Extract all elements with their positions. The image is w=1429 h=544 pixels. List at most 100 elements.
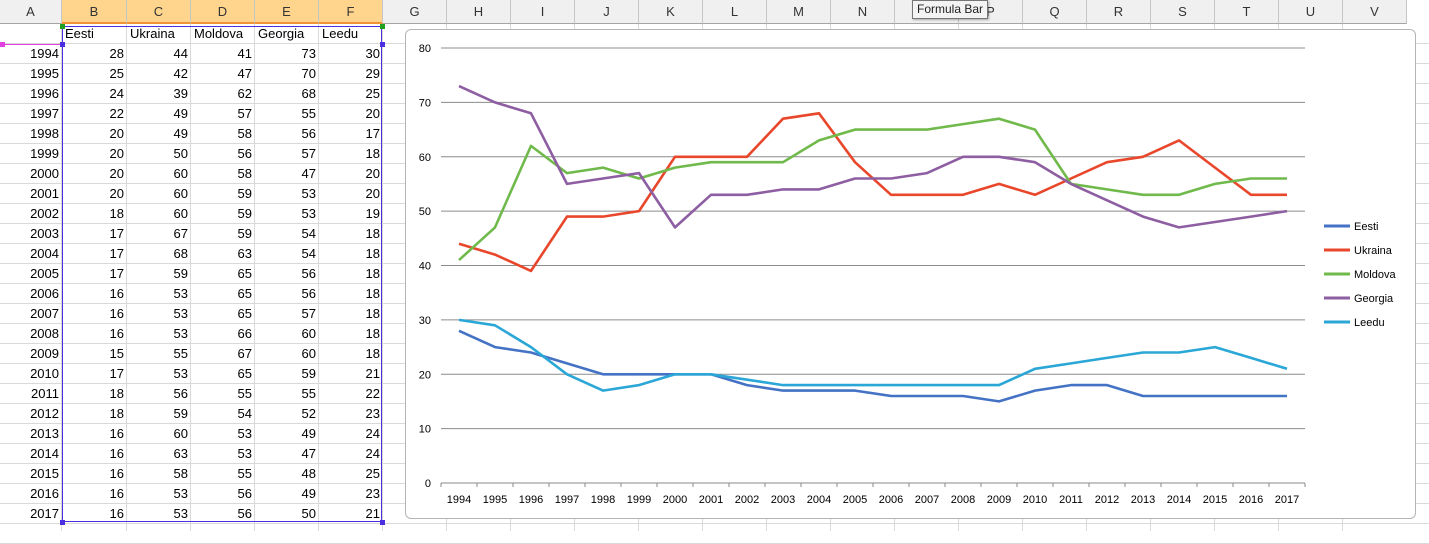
table-cell[interactable]: 53 — [237, 446, 252, 461]
table-cell[interactable]: 49 — [173, 126, 188, 141]
table-cell[interactable]: 24 — [365, 426, 380, 441]
table-header-cell[interactable]: Leedu — [322, 26, 359, 41]
table-cell[interactable]: 53 — [173, 306, 188, 321]
table-cell[interactable]: 53 — [173, 326, 188, 341]
table-cell[interactable]: 62 — [237, 86, 252, 101]
table-cell[interactable]: 18 — [365, 286, 380, 301]
table-cell[interactable]: 23 — [365, 486, 380, 501]
table-header-cell[interactable]: Georgia — [258, 26, 305, 41]
table-cell[interactable]: 56 — [173, 386, 188, 401]
column-header-J[interactable]: J — [575, 0, 639, 24]
table-cell[interactable]: 67 — [173, 226, 188, 241]
table-cell[interactable]: 57 — [237, 106, 252, 121]
year-cell[interactable]: 2002 — [30, 206, 59, 221]
column-header-M[interactable]: M — [767, 0, 831, 24]
table-cell[interactable]: 18 — [109, 406, 124, 421]
table-cell[interactable]: 52 — [301, 406, 316, 421]
table-cell[interactable]: 59 — [173, 406, 188, 421]
table-cell[interactable]: 56 — [237, 486, 252, 501]
column-header-K[interactable]: K — [639, 0, 703, 24]
table-cell[interactable]: 39 — [173, 86, 188, 101]
table-cell[interactable]: 19 — [365, 206, 380, 221]
table-cell[interactable]: 56 — [237, 506, 252, 521]
table-cell[interactable]: 63 — [237, 246, 252, 261]
column-header-R[interactable]: R — [1087, 0, 1151, 24]
table-cell[interactable]: 16 — [109, 466, 124, 481]
table-cell[interactable]: 20 — [365, 106, 380, 121]
column-header-S[interactable]: S — [1151, 0, 1215, 24]
series-line-ukraina[interactable] — [458, 112, 1287, 273]
column-header-B[interactable]: B — [62, 0, 127, 24]
series-line-georgia[interactable] — [458, 84, 1288, 229]
table-cell[interactable]: 55 — [301, 386, 316, 401]
table-cell[interactable]: 60 — [173, 166, 188, 181]
year-cell[interactable]: 2001 — [30, 186, 59, 201]
year-cell[interactable]: 2008 — [30, 326, 59, 341]
year-cell[interactable]: 2010 — [30, 366, 59, 381]
column-header-E[interactable]: E — [255, 0, 319, 24]
table-cell[interactable]: 68 — [173, 246, 188, 261]
year-cell[interactable]: 1994 — [30, 46, 59, 61]
table-cell[interactable]: 58 — [237, 166, 252, 181]
table-cell[interactable]: 53 — [173, 506, 188, 521]
data-range-handle-tr[interactable] — [380, 42, 385, 47]
table-cell[interactable]: 16 — [109, 506, 124, 521]
column-header-G[interactable]: G — [383, 0, 447, 24]
column-header-T[interactable]: T — [1215, 0, 1279, 24]
year-cell[interactable]: 2009 — [30, 346, 59, 361]
year-cell[interactable]: 2014 — [30, 446, 59, 461]
table-cell[interactable]: 17 — [109, 366, 124, 381]
table-cell[interactable]: 53 — [237, 426, 252, 441]
table-cell[interactable]: 63 — [173, 446, 188, 461]
line-chart[interactable]: 0 10 20 30 40 50 60 70 80 1994 1995 1996 1997 1998 199… — [405, 29, 1416, 519]
data-range-handle-br[interactable] — [380, 520, 385, 525]
table-cell[interactable]: 24 — [109, 86, 124, 101]
table-cell[interactable]: 20 — [109, 146, 124, 161]
table-cell[interactable]: 21 — [365, 506, 380, 521]
series-range-handle-tr[interactable] — [380, 24, 385, 29]
table-cell[interactable]: 55 — [237, 466, 252, 481]
year-cell[interactable]: 2006 — [30, 286, 59, 301]
table-cell[interactable]: 53 — [173, 366, 188, 381]
table-cell[interactable]: 48 — [301, 466, 316, 481]
year-cell[interactable]: 1996 — [30, 86, 59, 101]
year-cell[interactable]: 2007 — [30, 306, 59, 321]
column-header-L[interactable]: L — [703, 0, 767, 24]
year-cell[interactable]: 2017 — [30, 506, 59, 521]
table-cell[interactable]: 57 — [301, 146, 316, 161]
table-cell[interactable]: 58 — [237, 126, 252, 141]
table-cell[interactable]: 20 — [365, 166, 380, 181]
table-cell[interactable]: 65 — [237, 286, 252, 301]
table-cell[interactable]: 17 — [109, 266, 124, 281]
table-cell[interactable]: 49 — [301, 486, 316, 501]
table-cell[interactable]: 17 — [109, 226, 124, 241]
table-header-cell[interactable]: Moldova — [194, 26, 244, 41]
column-header-I[interactable]: I — [511, 0, 575, 24]
table-cell[interactable]: 29 — [365, 66, 380, 81]
year-cell[interactable]: 2011 — [31, 386, 59, 401]
table-cell[interactable]: 49 — [173, 106, 188, 121]
table-header-cell[interactable]: Ukraina — [130, 26, 175, 41]
table-cell[interactable]: 60 — [173, 186, 188, 201]
table-cell[interactable]: 23 — [365, 406, 380, 421]
table-cell[interactable]: 18 — [365, 326, 380, 341]
series-range-handle-tl[interactable] — [60, 24, 65, 29]
table-cell[interactable]: 60 — [301, 326, 316, 341]
column-header-V[interactable]: V — [1343, 0, 1407, 24]
table-cell[interactable]: 56 — [301, 266, 316, 281]
table-cell[interactable]: 60 — [173, 206, 188, 221]
series-line-leedu[interactable] — [458, 318, 1288, 392]
table-cell[interactable]: 16 — [109, 486, 124, 501]
year-cell[interactable]: 2016 — [30, 486, 59, 501]
category-range-handle[interactable] — [0, 42, 5, 47]
table-cell[interactable]: 47 — [301, 446, 316, 461]
table-cell[interactable]: 50 — [173, 146, 188, 161]
year-cell[interactable]: 1999 — [30, 146, 59, 161]
table-cell[interactable]: 22 — [109, 106, 124, 121]
table-cell[interactable]: 56 — [301, 126, 316, 141]
year-cell[interactable]: 2013 — [30, 426, 59, 441]
table-cell[interactable]: 18 — [365, 246, 380, 261]
table-header-cell[interactable]: Eesti — [65, 26, 94, 41]
table-cell[interactable]: 56 — [237, 146, 252, 161]
column-header-U[interactable]: U — [1279, 0, 1343, 24]
